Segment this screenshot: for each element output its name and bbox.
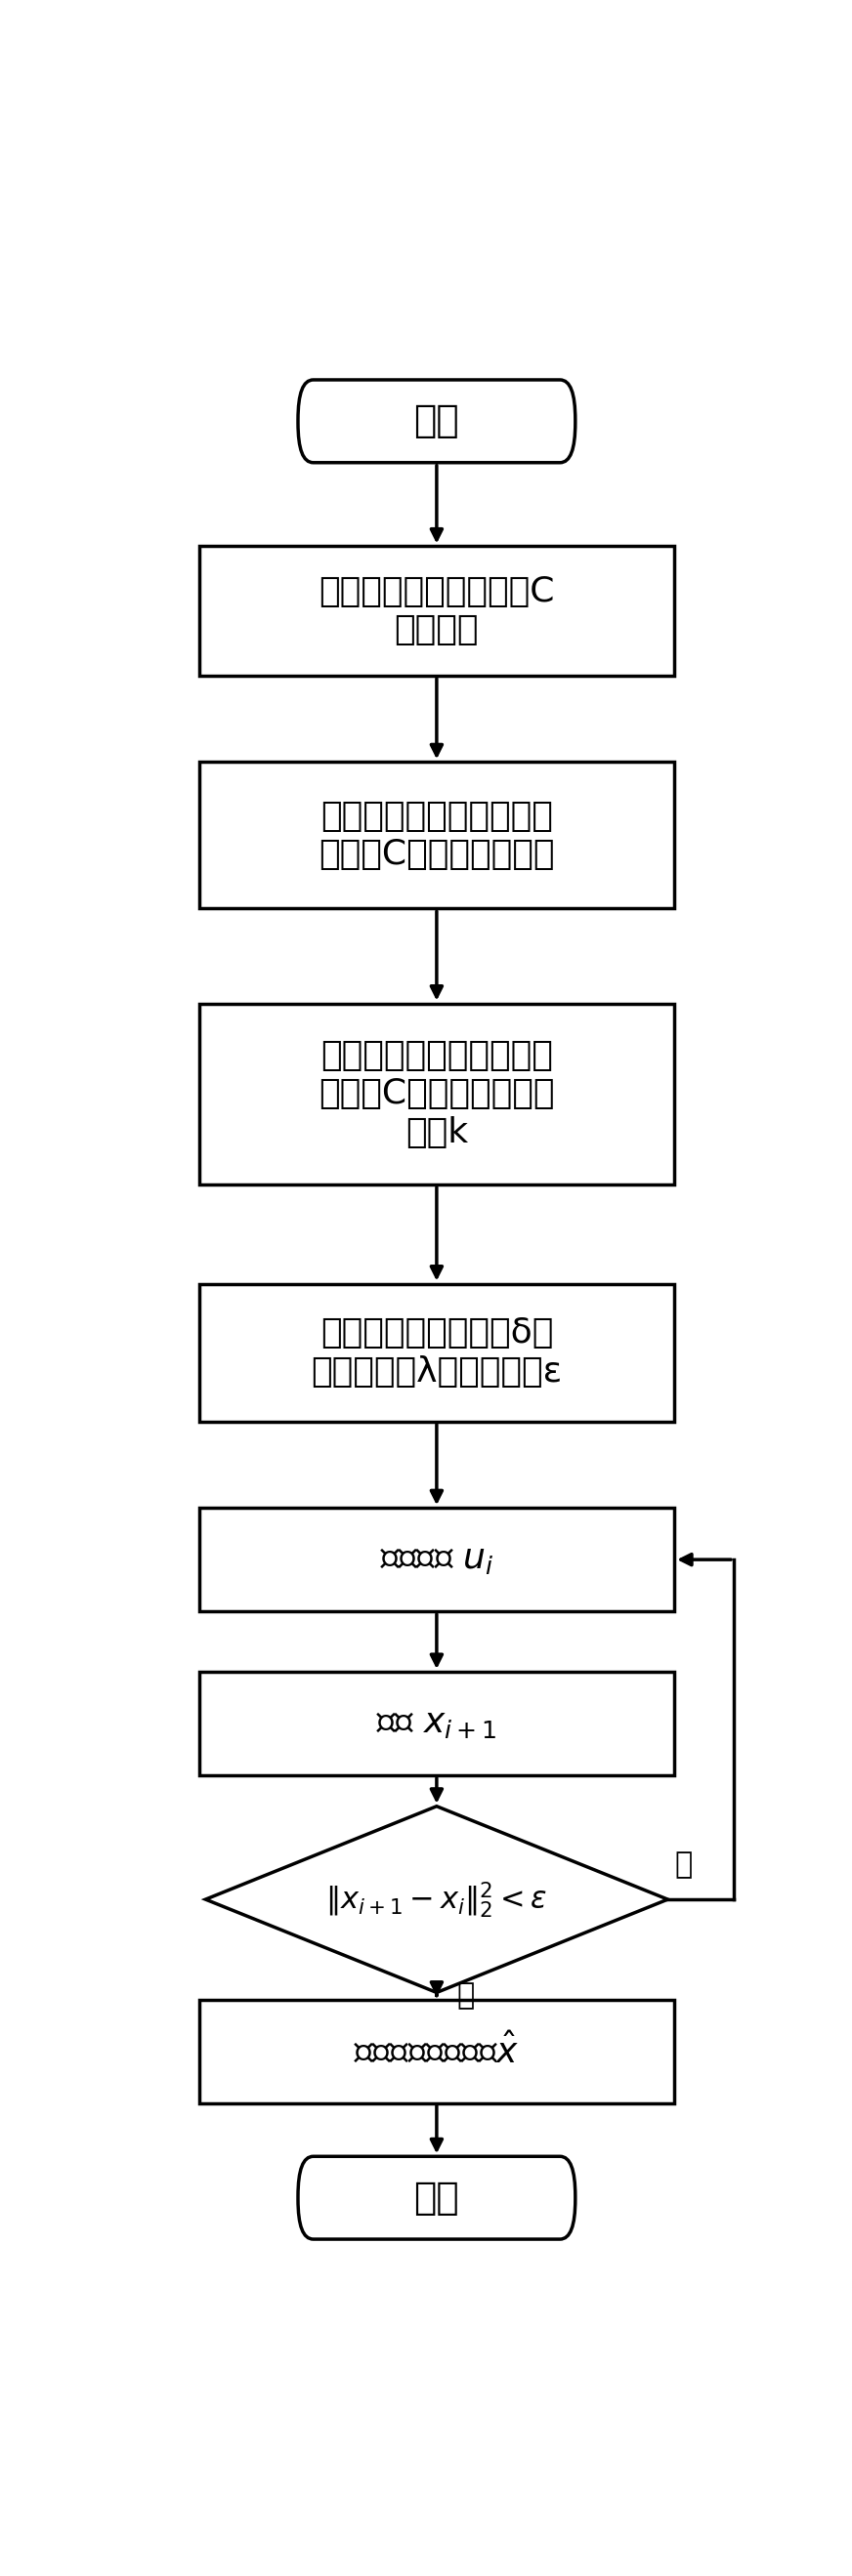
Text: 计算残差 $u_i$: 计算残差 $u_i$ (380, 1543, 493, 1577)
Text: 最终高分辞率图像$\hat{x}$: 最终高分辞率图像$\hat{x}$ (354, 2032, 519, 2069)
FancyBboxPatch shape (298, 379, 575, 464)
Bar (199, 1999, 675, 2102)
Bar (199, 762, 675, 909)
Bar (199, 1507, 675, 1613)
Text: $\|x_{i+1}-x_i\|_2^2 < \varepsilon$: $\|x_{i+1}-x_i\|_2^2 < \varepsilon$ (325, 1880, 548, 1919)
Text: 结束: 结束 (414, 2179, 459, 2215)
Text: 计算 $x_{i+1}$: 计算 $x_{i+1}$ (377, 1708, 497, 1739)
Text: 基于最大后验概率估计出
去噪同C扫图像的点扩散
函数k: 基于最大后验概率估计出 去噪同C扫图像的点扩散 函数k (319, 1038, 555, 1149)
Text: 初始化参数收缩步长δ、
正则化参数λ、收敛依据ε: 初始化参数收缩步长δ、 正则化参数λ、收敛依据ε (311, 1316, 562, 1388)
Text: 通过图块聚类和协同滤波
对原始C扫图像进行去噪: 通过图块聚类和协同滤波 对原始C扫图像进行去噪 (319, 799, 555, 871)
FancyBboxPatch shape (298, 2156, 575, 2239)
Bar (199, 546, 675, 675)
Text: 是: 是 (457, 1981, 475, 2009)
Polygon shape (205, 1806, 668, 1991)
Text: 获取待测样品的过采样C
扫描图像: 获取待测样品的过采样C 扫描图像 (319, 574, 555, 647)
Bar (199, 1672, 675, 1775)
Bar (199, 1002, 675, 1185)
Bar (199, 1283, 675, 1422)
Text: 开始: 开始 (414, 402, 459, 440)
Text: 否: 否 (675, 1850, 692, 1878)
